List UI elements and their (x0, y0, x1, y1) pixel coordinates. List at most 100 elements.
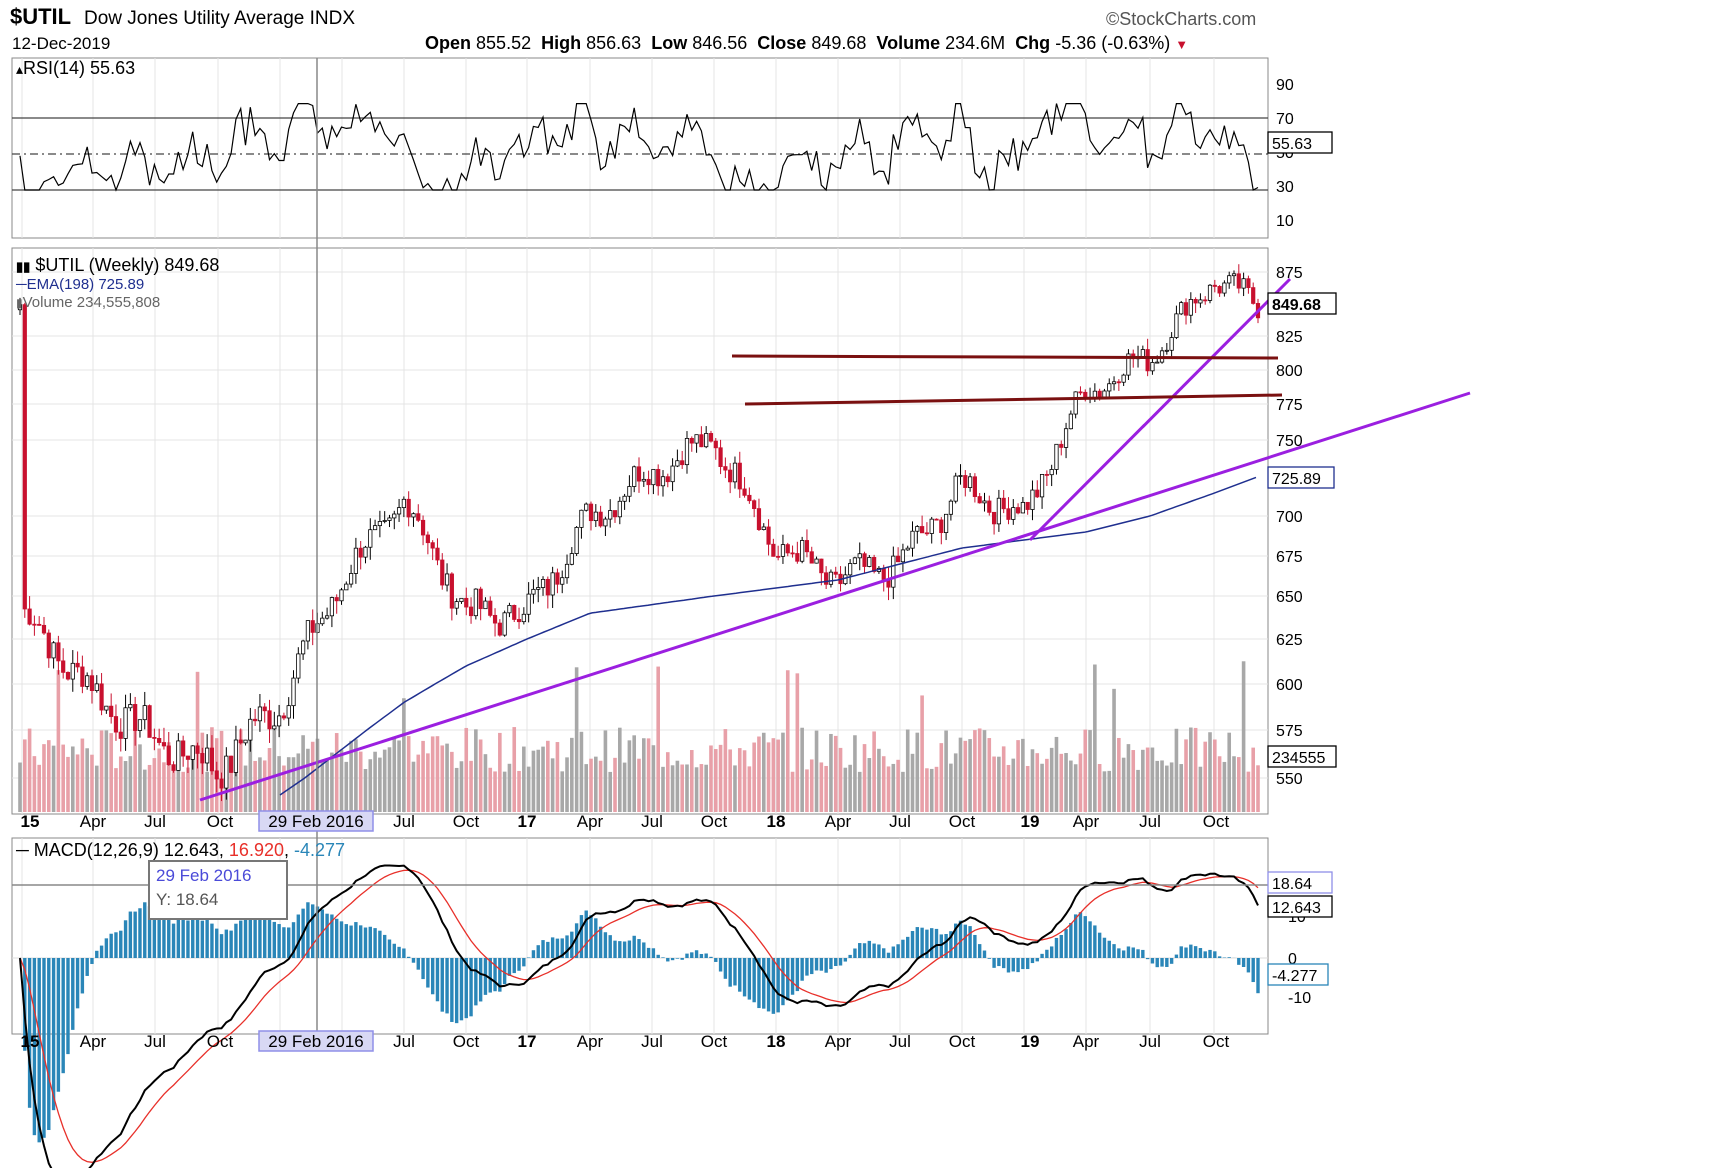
macd-histogram-bar (234, 923, 238, 958)
volume-bar (382, 749, 387, 812)
macd-histogram-bar (1237, 958, 1241, 965)
macd-histogram-bar (109, 933, 113, 958)
month-label: Apr (577, 1032, 604, 1051)
volume-bar (267, 748, 272, 812)
year-label: 19 (1021, 1032, 1040, 1051)
macd-histogram-bar (862, 943, 867, 958)
macd-histogram-bar (579, 915, 584, 958)
macd-histogram-bar (1121, 950, 1126, 958)
macd-histogram-bar (795, 958, 800, 992)
candle-body (1169, 337, 1174, 351)
candle-body (1155, 361, 1160, 364)
volume-bar (1001, 746, 1006, 812)
macd-histogram-bar (411, 958, 416, 963)
macd-histogram-bar (162, 913, 166, 958)
macd-histogram-bar (1246, 958, 1251, 973)
candle-body (152, 737, 157, 739)
macd-histogram-bar (747, 958, 752, 1000)
candle-body (214, 770, 219, 780)
macd-histogram-bar (608, 935, 612, 958)
open-value: 855.52 (476, 33, 532, 53)
volume-bar (982, 730, 987, 812)
volume-bar (550, 758, 555, 812)
candle-body (564, 563, 570, 579)
macd-histogram-bar (982, 950, 987, 958)
volume-bar (1112, 688, 1116, 812)
candle-body (440, 559, 445, 586)
macd-legend: ─ MACD(12,26,9) 12.643, 16.920, -4.277 (16, 840, 346, 860)
volume-bar (181, 771, 185, 812)
macd-histogram-bar (147, 906, 152, 958)
volume-bar (1160, 760, 1164, 812)
candle-body (972, 476, 977, 497)
macd-histogram-bar (454, 958, 459, 1024)
macd-histogram-bar (430, 958, 435, 995)
candle-body (939, 519, 944, 534)
volume-bar (190, 758, 195, 812)
volume-bar (584, 764, 589, 812)
candle-body (991, 511, 997, 525)
candle-body (795, 553, 800, 562)
macd-tick-label: 0 (1288, 951, 1297, 968)
candle-body (1126, 353, 1131, 376)
price-panel-frame (11, 247, 1269, 815)
candle-body (1145, 349, 1150, 372)
macd-histogram-bar (1049, 946, 1054, 958)
candle-body (70, 662, 75, 680)
candle-body (329, 597, 334, 617)
candle-body (905, 547, 910, 551)
macd-histogram-bar (1117, 948, 1121, 958)
ema-value-tag-box (1267, 466, 1335, 489)
volume-bar (234, 755, 238, 812)
candle-body (1207, 284, 1213, 301)
macd-histogram-bar (752, 958, 756, 1003)
volume-bar (920, 695, 924, 812)
candle-body (785, 544, 790, 554)
macd-histogram-bar (646, 947, 651, 958)
macd-histogram-bar (814, 958, 819, 971)
volume-bar (358, 751, 363, 812)
macd-histogram-bar (421, 958, 425, 980)
macd-histogram-bar (699, 953, 704, 958)
macd-histogram-bar (191, 917, 195, 958)
year-label: 17 (518, 812, 537, 831)
macd-value-tag: 12.643 (1272, 900, 1321, 917)
volume-bar (752, 742, 756, 812)
macd-histogram-bar (843, 958, 848, 962)
candle-body (166, 745, 171, 766)
volume-bar (56, 670, 61, 812)
rsi-panel-frame (11, 57, 1269, 239)
candle-body (819, 558, 824, 574)
volume-bar (1203, 741, 1208, 812)
macd-value-tag-box (1267, 895, 1333, 918)
macd-histogram-bar (1184, 947, 1188, 958)
year-label: 18 (767, 1032, 786, 1051)
volume-bar (51, 745, 56, 812)
volume-bar (1097, 764, 1102, 812)
macd-histogram-bar (320, 909, 325, 958)
crosshair-tooltip: 29 Feb 2016 Y: 18.64 (148, 860, 288, 920)
month-label: Apr (577, 812, 604, 831)
candle-body (977, 496, 982, 504)
macd-histogram-bar (1189, 944, 1193, 958)
candle-body (1059, 443, 1064, 448)
brand-logo[interactable]: ©StockCharts.com (1106, 9, 1257, 29)
candle-body (915, 526, 920, 532)
macd-histogram-bar (766, 958, 771, 1012)
candle-body (1111, 381, 1117, 385)
candle-body (526, 593, 531, 615)
macd-histogram-bar (690, 952, 694, 958)
volume-bar (901, 771, 905, 812)
rsi-tick-label: 30 (1276, 179, 1294, 196)
chg-value: -5.36 (-0.63%) (1055, 33, 1171, 53)
volume-bar (80, 738, 85, 812)
candle-body (1107, 383, 1112, 392)
candle-body (776, 555, 781, 558)
candle-body (85, 675, 90, 687)
candle-body (382, 520, 387, 522)
macd-histogram-bar (1064, 929, 1068, 958)
macd-histogram-bar (536, 945, 540, 958)
macd-histogram-bar (742, 958, 747, 997)
volume-bar (968, 739, 972, 812)
candle-body (752, 500, 757, 510)
